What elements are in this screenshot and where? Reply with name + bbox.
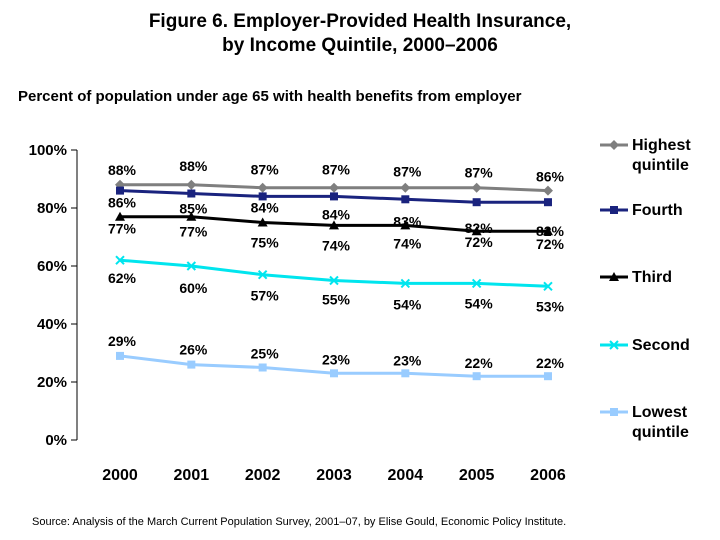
data-label: 87% — [393, 164, 422, 180]
data-point — [401, 195, 410, 204]
legend-marker — [609, 140, 619, 150]
data-point — [542, 226, 553, 236]
data-point — [472, 198, 481, 207]
data-label: 77% — [179, 224, 208, 240]
data-label: 22% — [465, 355, 494, 371]
legend-marker — [609, 272, 619, 281]
source-note: Source: Analysis of the March Current Po… — [32, 516, 567, 528]
x-tick-label: 2002 — [245, 467, 281, 484]
data-point — [400, 278, 411, 289]
data-label: 72% — [465, 234, 494, 250]
data-point — [258, 363, 267, 372]
data-point — [472, 372, 481, 381]
data-label: 86% — [108, 195, 137, 211]
legend-marker — [610, 206, 618, 214]
legend-label: quintile — [632, 424, 689, 441]
data-label: 62% — [108, 270, 137, 286]
x-tick-label: 2004 — [388, 467, 424, 484]
data-point — [329, 275, 339, 286]
data-label: 87% — [251, 162, 280, 178]
data-label: 22% — [536, 355, 565, 371]
data-point — [258, 192, 267, 201]
data-point — [257, 217, 268, 227]
data-label: 60% — [179, 280, 208, 296]
data-label: 85% — [179, 201, 208, 217]
data-point — [187, 189, 196, 198]
data-point — [116, 351, 124, 360]
y-tick-label: 60% — [37, 258, 67, 275]
data-label: 54% — [465, 295, 494, 311]
data-label: 74% — [322, 237, 351, 253]
data-point — [186, 211, 197, 221]
data-label: 25% — [251, 346, 280, 362]
data-point — [401, 369, 410, 378]
data-label: 84% — [322, 206, 351, 222]
data-point — [328, 182, 339, 193]
data-point — [400, 182, 411, 193]
data-label: 87% — [322, 162, 351, 178]
legend-marker — [610, 408, 618, 416]
data-label: 29% — [108, 333, 137, 349]
data-point — [329, 369, 338, 378]
data-label: 23% — [322, 351, 351, 367]
data-label: 23% — [393, 352, 422, 368]
data-label: 53% — [536, 298, 565, 314]
y-tick-label: 80% — [37, 200, 67, 217]
data-point — [115, 255, 125, 265]
data-label: 88% — [179, 158, 208, 174]
x-tick-label: 2000 — [102, 467, 138, 484]
data-point — [328, 220, 339, 230]
data-point — [186, 179, 197, 190]
x-tick-label: 2003 — [316, 467, 352, 484]
legend-label: Lowest — [632, 404, 688, 421]
x-tick-label: 2001 — [174, 467, 210, 484]
data-label: 26% — [179, 342, 208, 358]
data-label: 88% — [108, 162, 137, 178]
data-label: 54% — [393, 296, 422, 312]
data-point — [116, 186, 124, 195]
legend-label: Highest — [632, 137, 691, 154]
chart-subtitle: Percent of population under age 65 with … — [18, 88, 522, 105]
y-tick-label: 100% — [29, 142, 67, 159]
data-label: 77% — [108, 221, 137, 237]
x-tick-label: 2006 — [530, 467, 566, 484]
data-point — [543, 198, 552, 207]
data-point — [471, 182, 482, 193]
data-point — [186, 261, 197, 271]
data-point — [187, 360, 196, 369]
data-label: 57% — [251, 288, 280, 304]
data-label: 86% — [536, 169, 565, 185]
data-point — [471, 226, 482, 236]
legend-marker — [609, 340, 619, 350]
data-point — [543, 372, 552, 381]
data-point — [329, 192, 338, 201]
data-point — [115, 211, 125, 221]
x-tick-label: 2005 — [459, 467, 495, 484]
data-point — [257, 269, 268, 280]
data-point — [543, 281, 553, 292]
legend-label: Fourth — [632, 202, 683, 219]
data-label: 75% — [251, 235, 280, 251]
data-label: 87% — [465, 165, 494, 181]
legend-label: Second — [632, 337, 690, 354]
y-tick-label: 20% — [37, 374, 67, 391]
data-point — [542, 185, 553, 196]
data-label: 72% — [536, 236, 565, 252]
data-label: 55% — [322, 292, 351, 308]
chart-title-line1: Figure 6. Employer-Provided Health Insur… — [148, 11, 572, 32]
legend-label: quintile — [632, 157, 689, 174]
y-tick-label: 40% — [37, 316, 67, 333]
y-tick-label: 0% — [45, 432, 67, 449]
data-point — [257, 182, 268, 193]
chart-title-line2: by Income Quintile, 2000–2006 — [222, 35, 498, 56]
data-label: 74% — [393, 235, 422, 251]
data-label: 84% — [251, 199, 280, 215]
legend-label: Third — [632, 269, 672, 286]
data-point — [471, 278, 482, 289]
data-point — [400, 220, 411, 230]
